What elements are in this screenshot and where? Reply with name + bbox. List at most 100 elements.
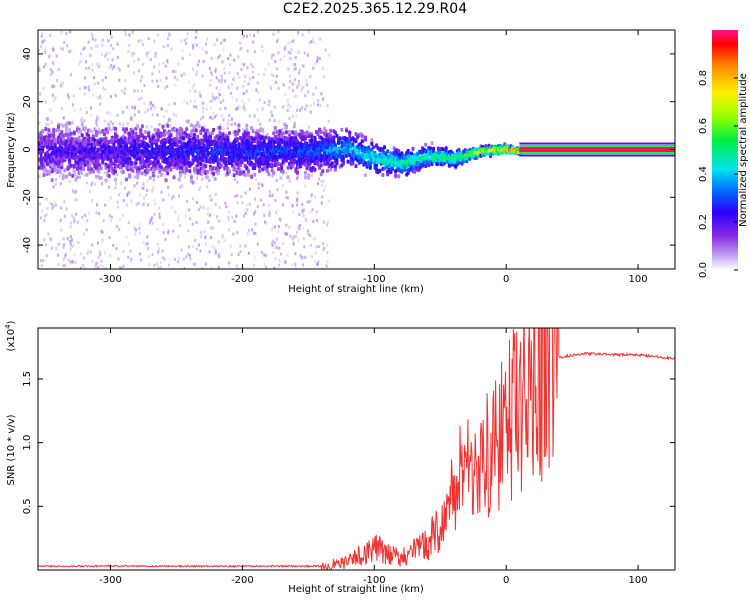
spectrogram-cell [158, 206, 161, 210]
spectrogram-cell [212, 174, 215, 178]
spectrogram-cell [196, 70, 199, 74]
spectrogram-cell [110, 128, 113, 132]
spectrogram-cell [114, 139, 117, 144]
spectrogram-cell [310, 193, 313, 196]
spectrogram-cell [226, 122, 229, 126]
spectrogram-cell [89, 250, 92, 254]
spectrogram-cell [444, 146, 448, 151]
spectrogram-cell [147, 37, 150, 41]
spectrogram-cell [128, 33, 131, 37]
spectrogram-cell [312, 101, 315, 105]
spectrogram-cell [174, 210, 177, 214]
spectrogram-cell [271, 114, 274, 118]
spectrogram-cell [180, 73, 183, 77]
spectrogram-cell [69, 260, 72, 264]
spectrogram-cell [264, 254, 267, 257]
spectrogram-cell [94, 263, 97, 267]
spectrogram-cell [140, 258, 142, 262]
spectrogram-cell [137, 39, 140, 43]
spectrogram-cell [253, 163, 257, 167]
spectrogram-cell [44, 127, 48, 131]
spectrogram-cell [127, 49, 130, 53]
spectrogram-cell [85, 111, 88, 114]
spectrogram-cell [210, 236, 212, 240]
spectrogram-cell [90, 199, 93, 203]
spectrogram-cell [50, 73, 52, 76]
spectrogram-cell [253, 50, 256, 54]
spectrogram-cell [200, 117, 203, 121]
spectrogram-cell [307, 30, 310, 34]
spectrogram-cell [293, 121, 296, 125]
spectrogram-cell [142, 186, 145, 190]
spectrogram-cell [272, 53, 275, 57]
spectrogram-cell [310, 134, 314, 139]
spectrogram-cell [65, 207, 68, 211]
spectrogram-cell [218, 79, 221, 83]
spectrogram-cell [69, 30, 72, 34]
spectrogram-cell [91, 68, 94, 72]
spectrogram-cell [63, 200, 66, 204]
spectrogram-cell [137, 110, 140, 114]
spectrogram-cell [96, 117, 98, 121]
spectrogram-cell [90, 183, 93, 187]
spectrogram-cell [67, 96, 70, 100]
spectrogram-cell [135, 203, 138, 206]
spectrogram-cell [159, 265, 162, 269]
spectrogram-cell [183, 38, 186, 42]
spectrogram-cell [287, 50, 290, 54]
spectrogram-cell [72, 169, 76, 174]
spectrogram-cell [281, 131, 285, 136]
spectrogram-cell [251, 228, 254, 232]
spectrogram-cell [251, 70, 254, 74]
spectrogram-cell [323, 220, 325, 224]
spectrogram-cell [383, 145, 386, 150]
spectrogram-cell [296, 230, 298, 234]
spectrogram-cell [210, 56, 213, 60]
spectrogram-cell [250, 155, 253, 159]
spectrogram-cell [151, 79, 154, 83]
spectrogram-cell [152, 221, 154, 225]
spectrogram-cell [215, 134, 219, 139]
spectrogram-cell [364, 137, 367, 142]
spectrogram-cell [61, 47, 64, 51]
spectrogram-cell [88, 66, 91, 70]
spectrogram-cell [105, 52, 108, 56]
spectrogram-cell [89, 53, 92, 57]
spectrogram-cell [164, 45, 167, 49]
spectrogram-cell [102, 219, 105, 223]
spectrogram-cell [59, 182, 62, 186]
spectrogram-cell [254, 232, 257, 235]
spectrogram-cell [127, 255, 130, 259]
spectrogram-cell [107, 39, 110, 43]
spectrogram-cell [95, 121, 98, 125]
spectrogram-cell [296, 170, 299, 175]
spectrogram-cell [263, 73, 265, 77]
spectrogram-cell [301, 106, 304, 110]
spectrogram-cell [262, 131, 265, 135]
spectrogram-cell [294, 78, 297, 82]
spectrogram-cell [82, 256, 85, 260]
spectrogram-cell [333, 130, 337, 135]
spectrogram-cell [41, 31, 44, 35]
spectrogram-cell [96, 261, 99, 265]
spectrogram-cell [329, 167, 333, 172]
spectrogram-cell [134, 160, 138, 165]
spectrogram-cell [90, 32, 93, 36]
spectrogram-cell [217, 254, 220, 258]
spectrogram-cell [267, 62, 270, 66]
spectrogram-cell [140, 124, 144, 129]
spectrogram-cell [255, 178, 258, 182]
spectrogram-cell [227, 210, 230, 214]
spectrogram-cell [295, 177, 298, 181]
spectrogram-cell [292, 89, 295, 93]
spectrogram-cell [244, 153, 247, 157]
spectrogram-cell [357, 148, 361, 153]
spectrogram-cell [294, 262, 297, 266]
spectrogram-cell [95, 211, 98, 215]
spectrogram-cell [60, 30, 63, 34]
spectrogram-cell [299, 253, 302, 257]
spectrogram-cell [285, 223, 288, 227]
spectrogram-cell [42, 259, 45, 263]
spectrogram-cell [310, 103, 313, 107]
spectrogram-cell [57, 253, 59, 257]
